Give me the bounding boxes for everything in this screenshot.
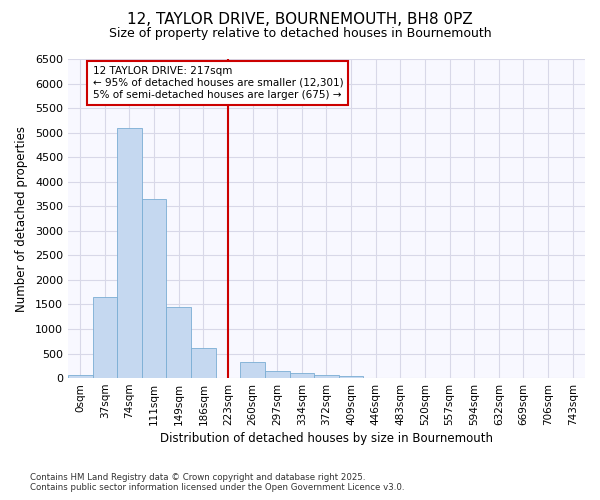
- Bar: [265, 371, 290, 378]
- Bar: [92, 297, 117, 378]
- Text: 12, TAYLOR DRIVE, BOURNEMOUTH, BH8 0PZ: 12, TAYLOR DRIVE, BOURNEMOUTH, BH8 0PZ: [127, 12, 473, 28]
- Bar: [290, 373, 314, 378]
- Bar: [191, 348, 215, 378]
- Text: Contains HM Land Registry data © Crown copyright and database right 2025.
Contai: Contains HM Land Registry data © Crown c…: [30, 473, 404, 492]
- Bar: [68, 374, 92, 378]
- Bar: [339, 376, 364, 378]
- Bar: [166, 307, 191, 378]
- Bar: [314, 374, 339, 378]
- Text: Size of property relative to detached houses in Bournemouth: Size of property relative to detached ho…: [109, 28, 491, 40]
- Text: 12 TAYLOR DRIVE: 217sqm
← 95% of detached houses are smaller (12,301)
5% of semi: 12 TAYLOR DRIVE: 217sqm ← 95% of detache…: [92, 66, 343, 100]
- Y-axis label: Number of detached properties: Number of detached properties: [15, 126, 28, 312]
- X-axis label: Distribution of detached houses by size in Bournemouth: Distribution of detached houses by size …: [160, 432, 493, 445]
- Bar: [117, 128, 142, 378]
- Bar: [142, 199, 166, 378]
- Bar: [240, 362, 265, 378]
